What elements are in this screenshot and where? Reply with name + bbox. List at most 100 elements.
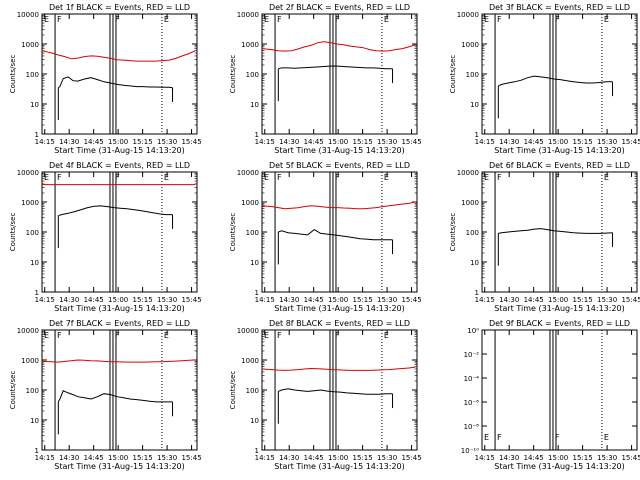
flag-label-f: F [497, 433, 502, 442]
y-tick-label: 1000 [21, 41, 39, 49]
x-tick-label: 15:30 [597, 454, 617, 462]
x-tick-label: 14:15 [255, 138, 275, 146]
y-axis-label: Counts/sec [9, 213, 17, 252]
x-tick-label: 15:30 [597, 296, 617, 304]
x-axis-label: Start Time (31-Aug-15 14:13:20) [274, 304, 405, 313]
y-tick-label: 10000 [237, 327, 259, 335]
flag-label-f: F [277, 15, 282, 24]
flag-label-e: E [164, 173, 169, 182]
x-tick-label: 15:30 [377, 138, 397, 146]
x-axis-label: Start Time (31-Aug-15 14:13:20) [274, 146, 405, 155]
x-axis-label: Start Time (31-Aug-15 14:13:20) [54, 304, 185, 313]
flag-label-e: E [164, 331, 169, 340]
x-tick-label: 15:45 [621, 454, 640, 462]
x-tick-label: 15:00 [108, 454, 128, 462]
x-tick-label: 14:15 [475, 296, 495, 304]
flag-label-f: F [555, 433, 560, 442]
x-tick-label: 15:00 [328, 454, 348, 462]
x-tick-label: 14:15 [35, 138, 55, 146]
x-tick-label: 15:30 [597, 138, 617, 146]
x-tick-label: 15:45 [401, 296, 421, 304]
panel-title: Det 2f BLACK = Events, RED = LLD [269, 3, 410, 12]
plot-frame [481, 329, 638, 451]
y-tick-label: 100 [466, 229, 479, 237]
flag-label-f: F [555, 15, 560, 24]
y-tick-label: 10⁻² [464, 351, 480, 359]
y-tick-label: 10 [30, 259, 39, 267]
x-tick-label: 15:45 [181, 454, 201, 462]
panel-det-2: Det 2f BLACK = Events, RED = LLD 1 10 100 10… [229, 3, 422, 155]
panel-title: Det 8f BLACK = Events, RED = LLD [269, 319, 410, 328]
panel-det-5: Det 5f BLACK = Events, RED = LLD 1 10 100 10… [229, 161, 422, 313]
x-tick-label: 14:15 [475, 454, 495, 462]
flag-label-f: F [115, 173, 120, 182]
x-tick-label: 15:45 [401, 454, 421, 462]
x-tick-label: 15:15 [573, 138, 593, 146]
x-tick-label: 15:45 [621, 296, 640, 304]
x-tick-label: 15:15 [353, 454, 373, 462]
flag-label-e: E [264, 173, 269, 182]
panel-det-1: Det 1f BLACK = Events, RED = LLD 1 10 100 10… [9, 3, 202, 155]
series-events-line [278, 388, 393, 395]
flag-label-f: F [277, 173, 282, 182]
y-axis-label: Counts/sec [9, 55, 17, 94]
y-tick-label: 10⁻⁸ [464, 423, 480, 431]
flag-label-f: F [497, 173, 502, 182]
x-tick-label: 14:30 [499, 138, 519, 146]
y-tick-label: 10⁻⁴ [464, 375, 480, 383]
y-tick-label: 1000 [21, 199, 39, 207]
flag-label-e: E [264, 15, 269, 24]
flag-label-e: E [264, 331, 269, 340]
plot-frame [41, 171, 198, 293]
y-tick-label: 100 [26, 229, 39, 237]
panel-title: Det 3f BLACK = Events, RED = LLD [489, 3, 630, 12]
flag-label-f: F [335, 173, 340, 182]
x-axis-label: Start Time (31-Aug-15 14:13:20) [54, 462, 185, 471]
y-axis-label: Counts/sec [449, 55, 457, 94]
y-tick-label: 10 [470, 259, 479, 267]
flag-label-f: F [277, 331, 282, 340]
flag-label-e: E [164, 15, 169, 24]
plot-frame [41, 13, 198, 135]
x-tick-label: 14:45 [304, 138, 324, 146]
flag-label-e: E [484, 433, 489, 442]
panel-title: Det 5f BLACK = Events, RED = LLD [269, 161, 410, 170]
x-tick-label: 15:30 [157, 138, 177, 146]
series-lld-line [261, 41, 416, 52]
x-tick-label: 14:30 [499, 454, 519, 462]
x-tick-label: 14:15 [475, 138, 495, 146]
series-events-line [278, 228, 393, 241]
x-axis-label: Start Time (31-Aug-15 14:13:20) [494, 304, 625, 313]
flag-label-f: F [57, 173, 62, 182]
panel-det-4: Det 4f BLACK = Events, RED = LLD 1 10 100 10… [9, 161, 202, 313]
panel-det-8: Det 8f BLACK = Events, RED = LLD 1 10 100 10… [229, 319, 422, 471]
y-tick-label: 10000 [17, 11, 39, 19]
y-axis-label: Counts/sec [9, 371, 17, 410]
flag-label-e: E [484, 173, 489, 182]
series-lld-line [261, 366, 416, 371]
x-tick-label: 15:30 [377, 296, 397, 304]
series-events-line [58, 205, 173, 217]
flag-label-f: F [115, 331, 120, 340]
series-events-line [278, 65, 393, 70]
series-events-line [498, 228, 613, 234]
x-tick-label: 15:15 [573, 454, 593, 462]
y-tick-label: 100 [466, 71, 479, 79]
flag-label-e: E [384, 331, 389, 340]
x-tick-label: 14:15 [35, 454, 55, 462]
y-tick-label: 10000 [17, 169, 39, 177]
x-tick-label: 15:00 [548, 296, 568, 304]
flag-label-e: E [384, 173, 389, 182]
x-tick-label: 14:45 [84, 454, 104, 462]
y-tick-label: 10 [30, 101, 39, 109]
x-tick-label: 15:30 [157, 296, 177, 304]
y-tick-label: 1000 [241, 357, 259, 365]
panel-title: Det 6f BLACK = Events, RED = LLD [489, 161, 630, 170]
y-tick-label: 100 [246, 71, 259, 79]
y-tick-label: 10000 [237, 169, 259, 177]
y-tick-label: 10 [250, 259, 259, 267]
y-tick-label: 100 [26, 71, 39, 79]
y-axis-label: Counts/sec [449, 213, 457, 252]
y-tick-label: 1 [255, 447, 259, 455]
y-tick-label: 10⁻¹⁰ [461, 447, 479, 455]
